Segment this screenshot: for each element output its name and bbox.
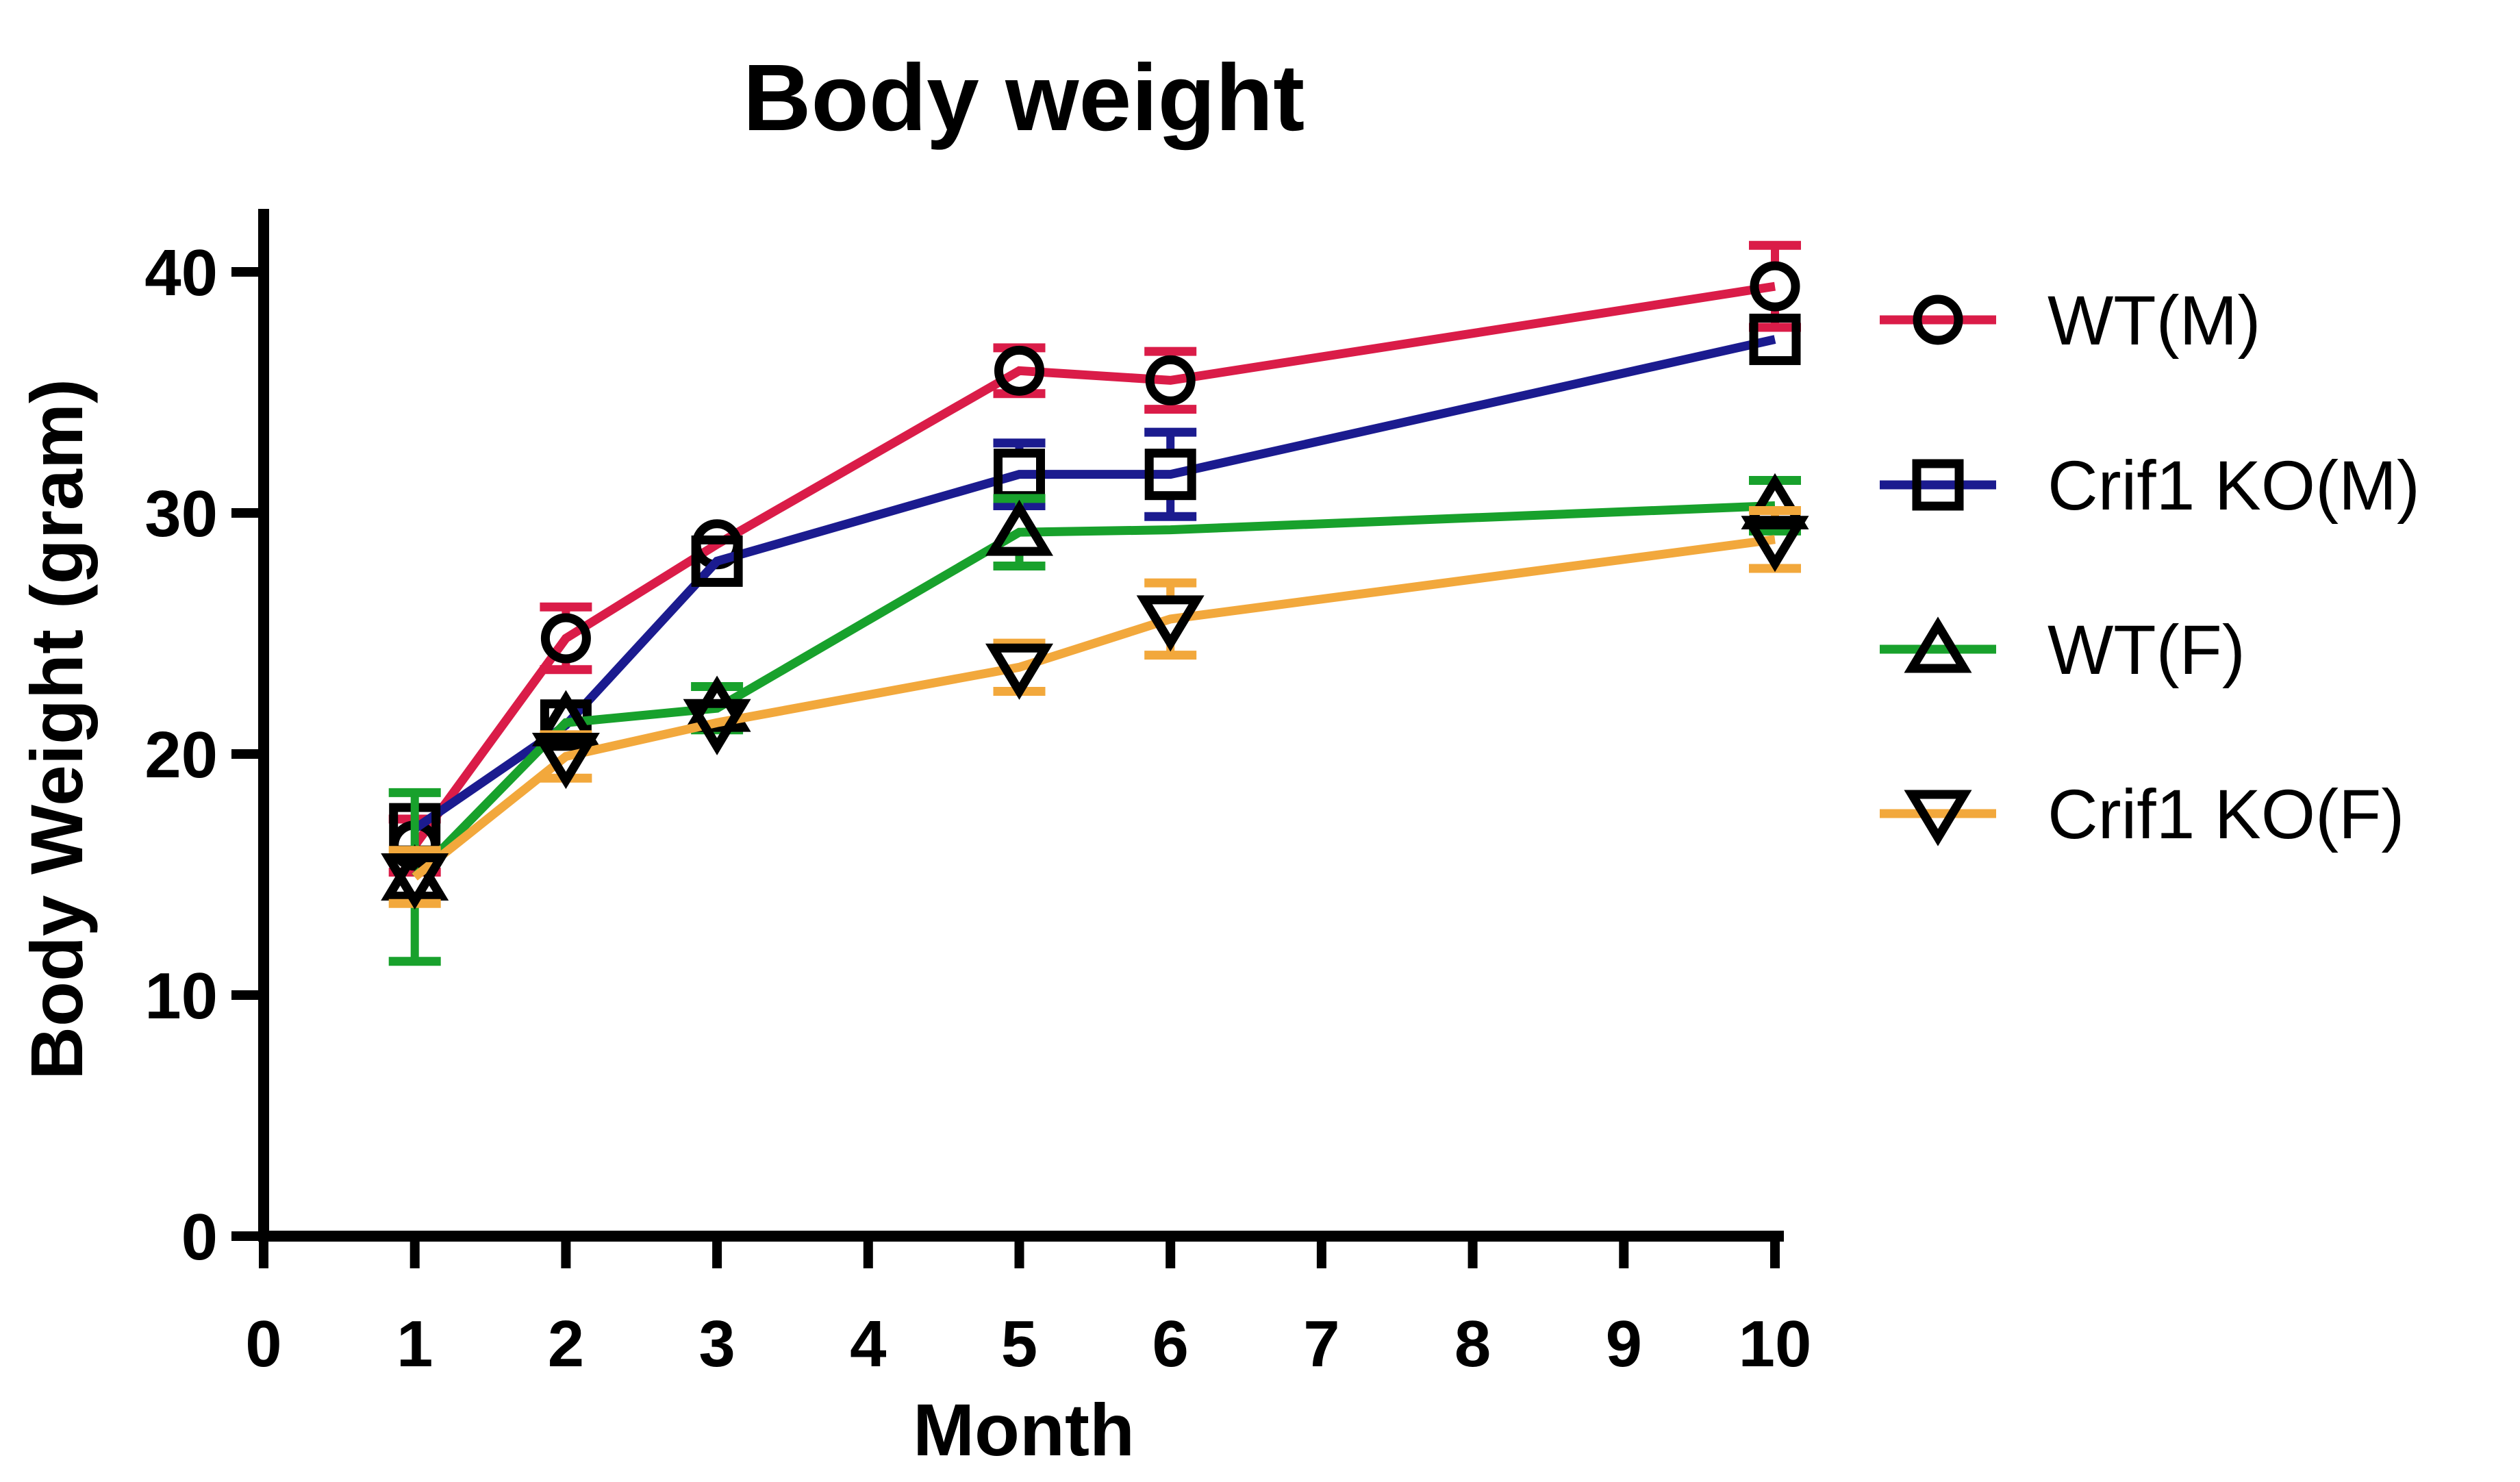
x-tick-label: 4 bbox=[850, 1307, 886, 1381]
marker-triangle-down bbox=[985, 643, 1054, 700]
x-tick-label: 6 bbox=[1152, 1307, 1189, 1381]
data-series bbox=[381, 240, 1809, 966]
marker-triangle-down bbox=[683, 699, 751, 755]
axes-lines bbox=[258, 209, 1784, 1242]
legend: WT(M) Crif1 KO(M) WT(F) Crif1 KO(F) bbox=[1880, 281, 2420, 853]
x-tick-label: 9 bbox=[1606, 1307, 1642, 1381]
series-Crif1 KO(F) bbox=[381, 505, 1809, 910]
legend-label: WT(M) bbox=[2048, 281, 2260, 360]
legend-item-Crif1 KO(M): Crif1 KO(M) bbox=[1880, 447, 2420, 525]
marker-triangle-down bbox=[531, 733, 600, 790]
series-line bbox=[412, 501, 1776, 881]
y-tick-label: 0 bbox=[181, 1201, 218, 1274]
y-tick-label: 40 bbox=[144, 236, 218, 310]
marker-triangle-up bbox=[1904, 616, 1972, 673]
y-tick-label: 30 bbox=[144, 477, 218, 551]
marker-square bbox=[1144, 449, 1196, 501]
marker-triangle-down bbox=[1904, 790, 1972, 846]
legend-item-Crif1 KO(F): Crif1 KO(F) bbox=[1880, 775, 2404, 853]
legend-label: WT(F) bbox=[2048, 611, 2245, 689]
x-tick-label: 1 bbox=[396, 1307, 433, 1381]
marker-triangle-up bbox=[1741, 473, 1809, 529]
marker-circle bbox=[540, 613, 591, 664]
series-WT(F) bbox=[381, 473, 1809, 966]
series-Crif1 KO(M) bbox=[389, 314, 1801, 855]
marker-circle bbox=[994, 345, 1044, 396]
y-axis-label: Body Weight (gram) bbox=[15, 379, 98, 1080]
x-tick-label: 0 bbox=[245, 1307, 281, 1381]
x-tick-label: 7 bbox=[1303, 1307, 1339, 1381]
series-line bbox=[412, 535, 1776, 881]
x-tick-label: 10 bbox=[1739, 1307, 1812, 1381]
x-tick-label: 3 bbox=[698, 1307, 735, 1381]
marker-circle bbox=[1750, 261, 1800, 312]
marker-square bbox=[1749, 314, 1801, 366]
series-line bbox=[411, 281, 1776, 849]
legend-item-WT(F): WT(F) bbox=[1880, 611, 2245, 689]
y-axis-ticks: 0 10 20 30 40 bbox=[144, 236, 264, 1274]
marker-square bbox=[691, 535, 743, 587]
series-WT(M) bbox=[388, 240, 1801, 877]
x-axis-label: Month bbox=[913, 1388, 1135, 1471]
legend-item-WT(M): WT(M) bbox=[1880, 281, 2260, 360]
legend-label: Crif1 KO(M) bbox=[2048, 447, 2420, 525]
series-line bbox=[412, 335, 1776, 833]
x-axis-ticks: 0 1 2 3 4 5 6 7 8 9 10 bbox=[245, 1236, 1811, 1381]
chart-title: Body weight bbox=[743, 45, 1305, 151]
legend-label: Crif1 KO(F) bbox=[2048, 775, 2404, 853]
marker-triangle-down bbox=[1741, 516, 1809, 573]
marker-triangle-down bbox=[1136, 595, 1205, 652]
marker-triangle-up bbox=[985, 499, 1054, 556]
marker-triangle-down bbox=[381, 853, 449, 910]
marker-circle bbox=[1145, 355, 1196, 405]
y-tick-label: 10 bbox=[144, 959, 218, 1033]
x-tick-label: 5 bbox=[1001, 1307, 1037, 1381]
y-tick-label: 20 bbox=[144, 718, 218, 792]
marker-triangle-up bbox=[531, 690, 600, 746]
x-tick-label: 2 bbox=[548, 1307, 584, 1381]
marker-square bbox=[1912, 459, 1964, 511]
x-tick-label: 8 bbox=[1454, 1307, 1491, 1381]
marker-circle bbox=[1913, 294, 1963, 345]
